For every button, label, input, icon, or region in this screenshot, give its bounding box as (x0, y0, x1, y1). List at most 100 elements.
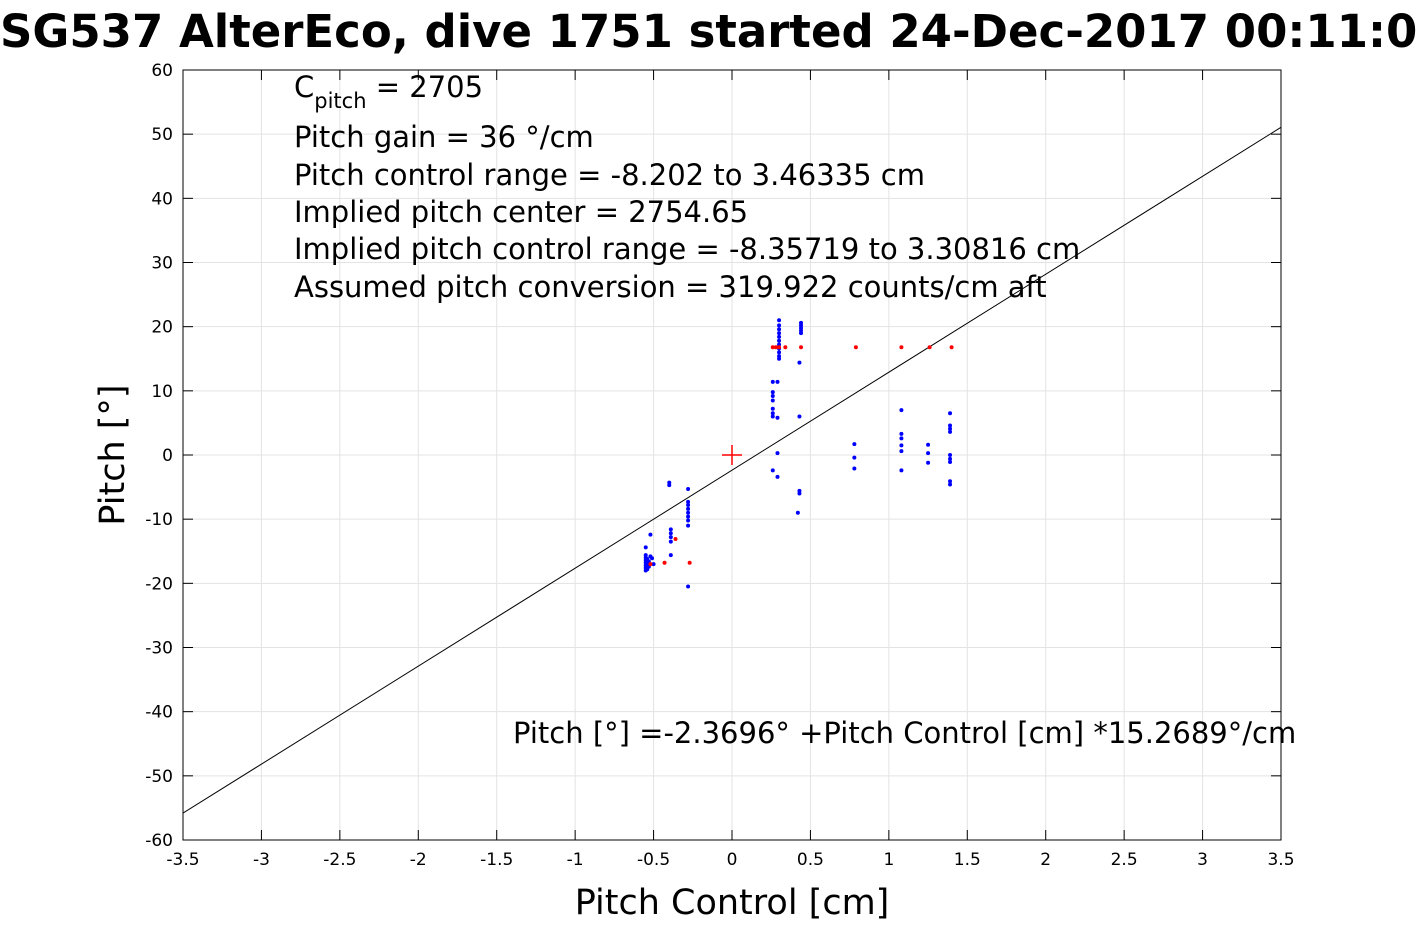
annotation-conversion: Assumed pitch conversion = 319.922 count… (294, 270, 1047, 304)
x-tick-label: 2.5 (1111, 850, 1138, 870)
x-tick-label: 1 (883, 850, 894, 870)
grid (183, 70, 1281, 840)
data-point (853, 345, 858, 350)
x-tick-label: 0.5 (797, 850, 824, 870)
data-point (775, 451, 780, 456)
data-point (668, 539, 673, 544)
data-points (643, 318, 954, 589)
data-point (899, 431, 904, 436)
data-point (948, 411, 953, 416)
data-point (650, 556, 655, 561)
data-point (775, 379, 780, 384)
data-point (686, 523, 691, 528)
y-tick-label: -40 (145, 703, 173, 723)
data-point (686, 510, 691, 515)
data-point (777, 345, 782, 350)
x-tick-label: 3.5 (1267, 850, 1294, 870)
data-point (948, 479, 953, 484)
data-point (948, 453, 953, 457)
data-point (899, 408, 904, 413)
y-tick-label: -50 (145, 767, 173, 787)
annotation-control-range: Pitch control range = -8.202 to 3.46335 … (294, 158, 925, 192)
data-point (797, 414, 802, 419)
data-point (643, 545, 648, 550)
data-point (777, 356, 782, 361)
y-tick-label: -20 (145, 574, 173, 594)
data-point (948, 426, 953, 431)
data-point (686, 503, 691, 508)
data-point (686, 584, 691, 589)
x-tick-labels: -3.5 -3 -2.5 -2 -1.5 -1 -0.5 0 0.5 1 1.5 2 2.5 3 3.5 (166, 850, 1294, 870)
data-point (949, 345, 954, 350)
x-tick-label: -2 (410, 850, 427, 870)
c-pitch-subscript: pitch (314, 89, 366, 113)
fit-equation: Pitch [°] =-2.3696° +Pitch Control [cm] … (513, 716, 1296, 750)
x-tick-label: 0 (727, 850, 738, 870)
data-point (770, 390, 775, 395)
data-point (926, 460, 931, 465)
data-point (770, 411, 775, 416)
c-pitch-main: C (294, 70, 314, 104)
y-tick-label: 50 (151, 125, 173, 145)
x-tick-label: -3 (253, 850, 270, 870)
data-point (777, 334, 782, 339)
data-point (927, 345, 932, 350)
y-tick-label: -10 (145, 510, 173, 530)
chart-title: SG537 AlterEco, dive 1751 started 24-Dec… (0, 5, 1417, 58)
y-axis-label: Pitch [°] (93, 384, 133, 525)
data-point (686, 487, 691, 492)
data-point (899, 468, 904, 473)
data-point (668, 531, 673, 536)
y-tick-label: 60 (151, 61, 173, 81)
data-point (770, 345, 775, 350)
y-tick-labels: -60 -50 -40 -30 -20 -10 0 10 20 30 40 50 60 (145, 61, 173, 851)
y-tick-label: 30 (151, 254, 173, 274)
data-point (648, 562, 653, 567)
data-point (948, 482, 953, 487)
data-point (777, 323, 782, 328)
data-point (770, 414, 775, 419)
data-point (686, 514, 691, 519)
data-point (899, 436, 904, 441)
x-tick-label: 2 (1040, 850, 1051, 870)
data-point (770, 379, 775, 384)
x-tick-label: -0.5 (637, 850, 670, 870)
x-axis-label: Pitch Control [cm] (575, 883, 890, 923)
annotation-implied-range: Implied pitch control range = -8.35719 t… (294, 232, 1080, 266)
axis-ticks (182, 69, 1282, 841)
x-tick-label: -2.5 (323, 850, 356, 870)
data-point (777, 350, 782, 355)
data-point (948, 456, 953, 461)
data-point (651, 562, 656, 567)
data-point (797, 360, 802, 365)
data-point (773, 345, 778, 350)
x-tick-label: -3.5 (166, 850, 199, 870)
data-point (783, 345, 788, 350)
x-tick-label: 3 (1197, 850, 1208, 870)
data-point (852, 455, 857, 460)
data-point (777, 338, 782, 343)
data-point (775, 474, 780, 479)
data-point (926, 451, 931, 456)
data-point (673, 537, 678, 542)
data-point (777, 327, 782, 332)
data-point (899, 449, 904, 454)
data-point (686, 518, 691, 523)
data-point (948, 423, 953, 428)
data-point (770, 398, 775, 403)
data-point (775, 415, 780, 420)
x-tick-label: 1.5 (954, 850, 981, 870)
annotation-implied-center: Implied pitch center = 2754.65 (294, 195, 748, 229)
y-tick-label: 20 (151, 318, 173, 338)
data-point (770, 393, 775, 398)
annotation-pitch-gain: Pitch gain = 36 °/cm (294, 120, 594, 154)
data-point (852, 442, 857, 447)
x-tick-label: -1.5 (480, 850, 513, 870)
data-point (770, 406, 775, 411)
data-point (687, 560, 692, 565)
x-tick-label: -1 (567, 850, 584, 870)
data-point (795, 510, 800, 515)
y-tick-label: -60 (145, 831, 173, 851)
data-point (648, 532, 653, 537)
